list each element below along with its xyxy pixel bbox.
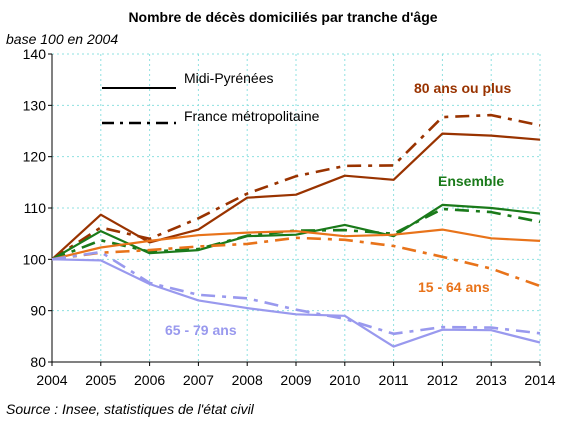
x-tick-label: 2010 bbox=[329, 372, 360, 388]
x-tick-label: 2008 bbox=[232, 372, 263, 388]
annotation-ensemble: Ensemble bbox=[438, 173, 504, 189]
series-line-ensemble-france-metropolitaine bbox=[51, 207, 541, 261]
series-line-65-79-ans-midi-pyrenees bbox=[51, 258, 541, 348]
x-tick-label: 2013 bbox=[476, 372, 507, 388]
series-line-80-ans-ou-plus-france-metropolitaine bbox=[51, 113, 541, 261]
series-line-15-64-ans-france-metropolitaine bbox=[51, 236, 541, 288]
y-tick-label: 90 bbox=[30, 303, 46, 319]
series-line-80-ans-ou-plus-midi-pyrenees bbox=[51, 132, 541, 261]
x-tick-label: 2006 bbox=[134, 372, 165, 388]
legend: Midi-Pyrénées France métropolitaine bbox=[102, 70, 320, 125]
series-line-15-64-ans-midi-pyrenees bbox=[51, 228, 541, 261]
chart-source: Source : Insee, statistiques de l'état c… bbox=[6, 401, 255, 417]
y-tick-label: 130 bbox=[23, 97, 47, 113]
x-tick-label: 2012 bbox=[427, 372, 458, 388]
axes: 80 90 100 110 120 130 140 2004 2005 2006 2007 2008 2… bbox=[23, 46, 556, 388]
annotation-80-ans-ou-plus: 80 ans ou plus bbox=[414, 80, 511, 96]
series-line-65-79-ans-france-metropolitaine bbox=[51, 250, 541, 336]
x-tick-label: 2004 bbox=[36, 372, 67, 388]
chart-title: Nombre de décès domiciliés par tranche d… bbox=[128, 9, 437, 25]
x-tick-label: 2011 bbox=[379, 372, 409, 388]
grid bbox=[52, 53, 541, 362]
legend-label-midi-pyrenees: Midi-Pyrénées bbox=[184, 70, 273, 86]
y-tick-label: 140 bbox=[23, 46, 47, 62]
x-tick-label: 2014 bbox=[524, 372, 555, 388]
chart-subtitle: base 100 en 2004 bbox=[6, 31, 118, 47]
x-tick-label: 2005 bbox=[85, 372, 116, 388]
x-tick-label: 2007 bbox=[183, 372, 214, 388]
annotation-15-64-ans: 15 - 64 ans bbox=[418, 279, 490, 295]
y-tick-label: 80 bbox=[30, 354, 46, 370]
x-tick-label: 2009 bbox=[280, 372, 311, 388]
series-line-ensemble-midi-pyrenees bbox=[51, 203, 541, 261]
series-lines bbox=[51, 113, 541, 348]
y-tick-label: 110 bbox=[24, 200, 47, 216]
y-tick-label: 100 bbox=[23, 251, 47, 267]
y-tick-label: 120 bbox=[23, 149, 47, 165]
legend-label-france-metropolitaine: France métropolitaine bbox=[184, 108, 320, 124]
annotation-65-79-ans: 65 - 79 ans bbox=[165, 322, 237, 338]
